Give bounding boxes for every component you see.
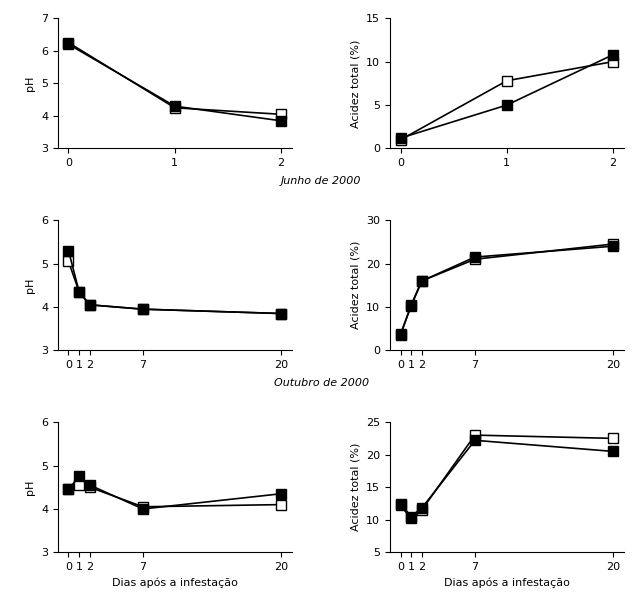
Y-axis label: pH: pH bbox=[26, 76, 35, 91]
Y-axis label: pH: pH bbox=[26, 480, 35, 495]
Y-axis label: Acidez total (%): Acidez total (%) bbox=[350, 241, 361, 330]
Y-axis label: Acidez total (%): Acidez total (%) bbox=[350, 443, 361, 531]
Y-axis label: Acidez total (%): Acidez total (%) bbox=[350, 39, 361, 127]
X-axis label: Dias após a infestação: Dias após a infestação bbox=[444, 578, 570, 588]
X-axis label: Dias após a infestação: Dias após a infestação bbox=[112, 578, 238, 588]
Text: Outubro de 2000: Outubro de 2000 bbox=[274, 378, 369, 388]
Y-axis label: pH: pH bbox=[26, 277, 35, 293]
Text: Junho de 2000: Junho de 2000 bbox=[281, 176, 362, 186]
